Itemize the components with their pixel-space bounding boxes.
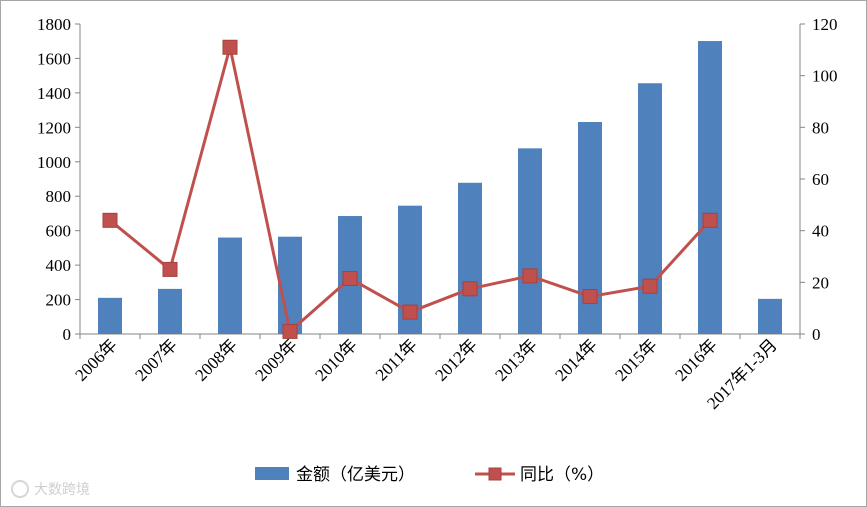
x-axis-labels: 2006年 2007年 2008年 2009年 2010年 2011年 2012年 2013年…	[71, 335, 780, 413]
bar	[98, 297, 122, 334]
bar	[518, 148, 542, 334]
right-axis-tick-label: 20	[812, 273, 829, 292]
x-tick-label: 2010年	[311, 335, 360, 384]
bar	[698, 41, 722, 335]
left-axis-tick-label: 400	[46, 256, 72, 275]
left-axis-tick-label: 1800	[37, 15, 71, 34]
x-tick-label: 2007年	[131, 335, 180, 384]
watermark: 大数跨境	[11, 480, 90, 498]
x-tick-label: 2015年	[611, 335, 660, 384]
bar	[278, 236, 302, 334]
line-series	[102, 39, 718, 339]
legend: 金额（亿美元） 同比（%）	[255, 465, 604, 485]
right-axis-tick-label: 40	[812, 222, 829, 241]
line-point	[222, 39, 238, 55]
line-point	[642, 278, 658, 294]
line-point	[702, 212, 718, 228]
legend-bar-swatch	[255, 467, 289, 480]
line-point	[162, 261, 178, 277]
legend-bar-label: 金额（亿美元）	[296, 465, 415, 485]
x-tick-label: 2016年	[671, 335, 720, 384]
x-tick-label: 2014年	[551, 335, 600, 384]
right-axis-tick-label: 0	[812, 325, 821, 344]
x-tick-label: 2012年	[431, 335, 480, 384]
x-tick-label: 2008年	[191, 335, 240, 384]
left-axis-tick-label: 800	[46, 187, 72, 206]
right-axis-tick-label: 60	[812, 170, 829, 189]
watermark-text: 大数跨境	[34, 482, 90, 498]
right-axis-tick-label: 100	[812, 67, 838, 86]
x-tick-label: 2011年	[372, 335, 421, 384]
bar-series	[98, 41, 782, 335]
legend-line-label: 同比（%）	[520, 465, 604, 485]
line-point	[342, 270, 358, 286]
line-point	[282, 323, 298, 339]
bar	[218, 237, 242, 334]
x-tick-label: 2013年	[491, 335, 540, 384]
axes: 0 200 400 600 800 1000 1200 1400 1600 1800 0 20 40 60…	[37, 15, 838, 344]
x-tick-label: 2006年	[71, 335, 120, 384]
line-point	[402, 304, 418, 320]
left-axis-tick-label: 200	[46, 291, 72, 310]
left-axis-tick-label: 0	[63, 325, 72, 344]
legend-line-marker	[488, 467, 502, 481]
left-axis-tick-label: 1600	[37, 49, 71, 68]
left-axis-tick-label: 1000	[37, 153, 71, 172]
left-axis-tick-label: 600	[46, 222, 72, 241]
left-axis-tick-label: 1200	[37, 118, 71, 137]
bar	[158, 288, 182, 334]
line-point	[102, 212, 118, 228]
watermark-logo-icon	[11, 480, 29, 498]
bar	[638, 83, 662, 334]
line-point	[462, 281, 478, 297]
right-axis-tick-label: 80	[812, 118, 829, 137]
left-axis-tick-label: 1400	[37, 84, 71, 103]
line-point	[582, 289, 598, 305]
right-axis-tick-label: 120	[812, 15, 838, 34]
x-tick-label: 2009年	[251, 335, 300, 384]
bar	[458, 182, 482, 334]
bar	[758, 298, 782, 334]
line-point	[522, 268, 538, 284]
